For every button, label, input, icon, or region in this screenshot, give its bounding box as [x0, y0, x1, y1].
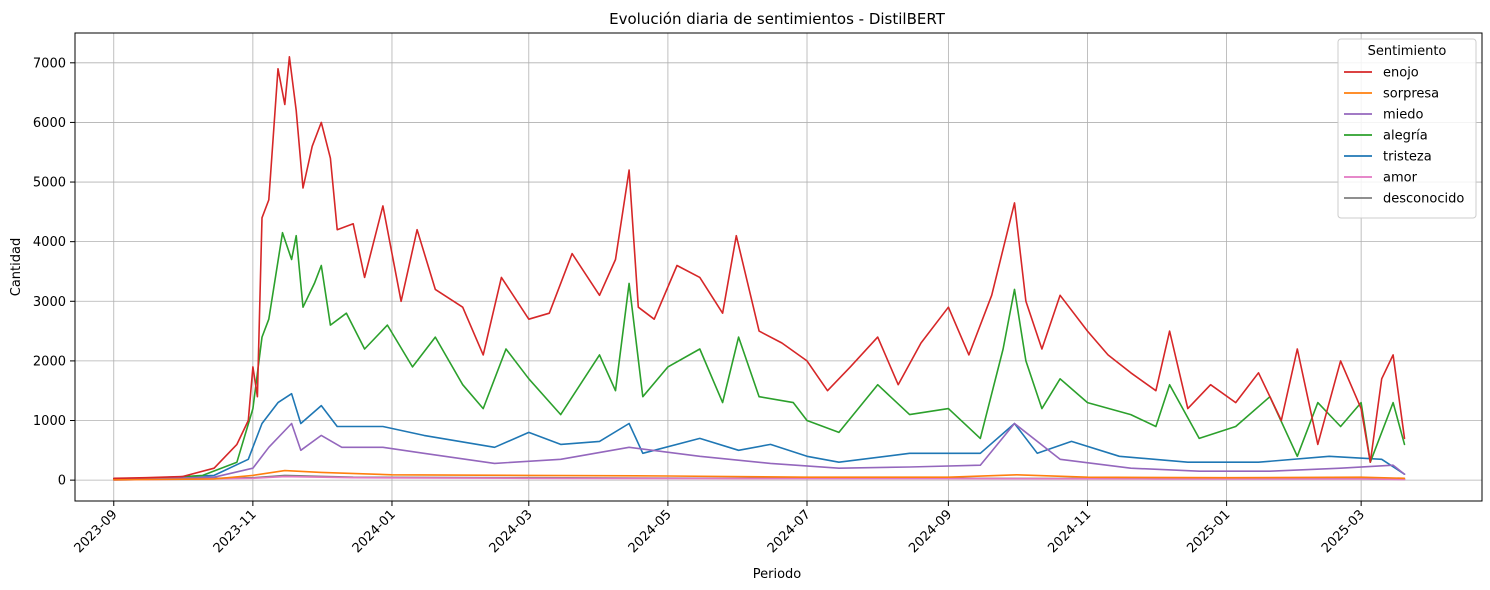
legend-label: tristeza — [1383, 150, 1432, 165]
y-tick-label: 5000 — [33, 176, 66, 191]
y-tick-label: 6000 — [33, 116, 66, 131]
x-tick-label: 2024-05 — [626, 507, 675, 556]
y-tick-label: 3000 — [33, 295, 66, 310]
legend-label: miedo — [1383, 108, 1424, 123]
x-tick-label: 2025-03 — [1319, 507, 1368, 556]
series-line-tristeza — [113, 392, 1406, 481]
y-axis-label: Cantidad — [9, 238, 24, 296]
x-tick-label: 2023-11 — [211, 507, 260, 556]
series-line-enojo — [113, 56, 1406, 480]
legend-label: amor — [1383, 171, 1418, 186]
x-axis: 2023-09 2023-11 2024-01 2024-03 2024-05 2024-… — [72, 501, 1368, 556]
legend-label: alegría — [1383, 129, 1428, 144]
x-tick-label: 2024-11 — [1045, 507, 1094, 556]
y-axis: 0 1000 2000 3000 4000 5000 6000 7000 — [33, 56, 75, 489]
y-tick-label: 2000 — [33, 354, 66, 369]
plot-frame — [74, 32, 1483, 502]
legend-box — [1337, 38, 1477, 219]
y-tick-label: 4000 — [33, 235, 66, 250]
chart-title: Evolución diaria de sentimientos - Disti… — [609, 10, 946, 28]
y-tick-label: 0 — [58, 474, 66, 489]
x-tick-label: 2023-09 — [72, 507, 121, 556]
legend-label: sorpresa — [1383, 87, 1439, 102]
y-tick-label: 1000 — [33, 414, 66, 429]
legend: Sentimiento enojo sorpresa miedo alegría tris… — [1337, 38, 1477, 219]
series-line-sorpresa — [113, 469, 1406, 481]
legend-title: Sentimiento — [1368, 44, 1447, 59]
grid — [75, 33, 1482, 501]
series-line-alegría — [113, 231, 1406, 480]
x-tick-label: 2024-07 — [765, 507, 814, 556]
legend-label: enojo — [1383, 66, 1419, 81]
series-line-miedo — [113, 422, 1406, 481]
x-axis-label: Periodo — [753, 567, 802, 582]
x-tick-label: 2024-03 — [487, 507, 536, 556]
x-tick-label: 2024-09 — [906, 507, 955, 556]
x-tick-label: 2024-01 — [350, 507, 399, 556]
series-lines — [113, 56, 1406, 481]
x-tick-label: 2025-01 — [1184, 507, 1233, 556]
legend-label: desconocido — [1383, 192, 1464, 207]
y-tick-label: 7000 — [33, 56, 66, 71]
series-line-amor — [113, 475, 1406, 481]
